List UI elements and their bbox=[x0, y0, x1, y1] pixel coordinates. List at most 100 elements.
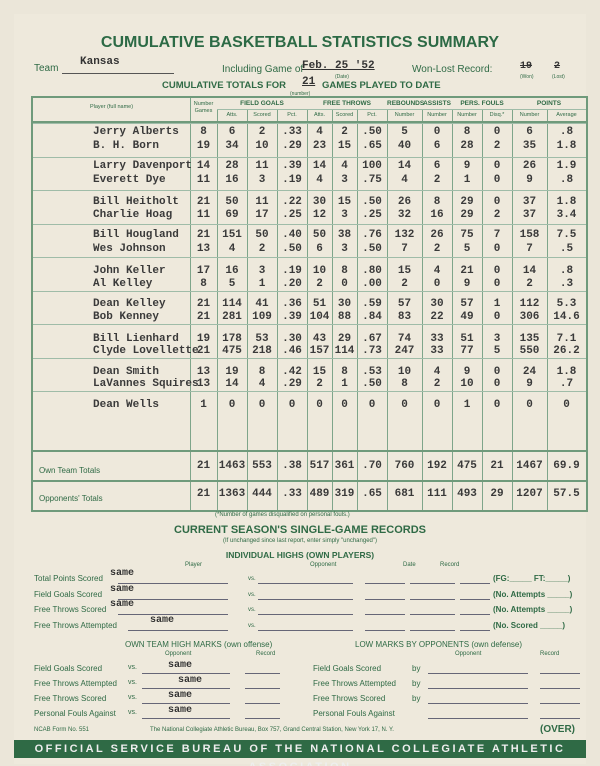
stat-cell: .25 bbox=[362, 209, 382, 221]
record-line bbox=[540, 688, 580, 689]
stat-cell: 5 bbox=[463, 243, 471, 255]
stat-cell: 0 bbox=[433, 126, 441, 138]
stat-cell: 319 bbox=[334, 488, 355, 500]
stat-cell: 3 bbox=[258, 265, 266, 277]
stat-cell: .3 bbox=[559, 278, 574, 290]
stat-cell: 21 bbox=[196, 488, 211, 500]
stat-cell: 15 bbox=[312, 366, 327, 378]
team-name: Kansas bbox=[80, 56, 120, 68]
col-date: Date bbox=[403, 562, 416, 568]
stat-cell: 132 bbox=[394, 229, 415, 241]
stat-cell: 4 bbox=[433, 265, 441, 277]
record-label: Free Throws Scored bbox=[34, 605, 107, 614]
stat-cell: 11 bbox=[196, 174, 211, 186]
column-header: Pct. bbox=[287, 112, 297, 118]
stat-cell: 15 bbox=[397, 265, 412, 277]
stat-cell: 493 bbox=[457, 488, 477, 500]
stat-cell: 6 bbox=[228, 126, 236, 138]
opponent-line bbox=[428, 703, 528, 704]
stat-cell: 28 bbox=[225, 160, 239, 172]
by-label: by bbox=[412, 664, 421, 673]
stat-cell: 3 bbox=[341, 243, 348, 255]
stat-cell: 7 bbox=[493, 229, 501, 241]
stat-cell: 13 bbox=[196, 378, 211, 390]
record-line bbox=[245, 703, 280, 704]
team-mark-label: Field Goals Scored bbox=[34, 664, 103, 673]
player-name: Charlie Hoag bbox=[93, 209, 173, 221]
record-extra: (No. Scored _____) bbox=[493, 620, 566, 630]
stat-cell: 2 bbox=[493, 140, 501, 152]
column-rule bbox=[387, 109, 388, 510]
stat-cell: 0 bbox=[563, 399, 570, 411]
stat-cell: 0 bbox=[401, 399, 408, 411]
column-rule bbox=[422, 109, 423, 510]
stat-cell: 16 bbox=[225, 265, 239, 277]
games-count: 21 bbox=[302, 76, 316, 88]
low-mark-label: Personal Fouls Against bbox=[313, 709, 395, 718]
player-name: Jerry Alberts bbox=[93, 126, 179, 138]
team-mark-label: Free Throws Attempted bbox=[34, 679, 117, 688]
stat-cell: 41 bbox=[255, 298, 269, 310]
stat-cell: 8 bbox=[258, 366, 266, 378]
paper bbox=[14, 14, 586, 764]
stat-cell: 6 bbox=[316, 243, 323, 255]
player-name: John Keller bbox=[93, 265, 166, 277]
record-line bbox=[460, 629, 490, 631]
stat-cell: 517 bbox=[309, 460, 330, 472]
stat-cell: 14 bbox=[312, 160, 327, 172]
player-line bbox=[118, 583, 228, 584]
player-line bbox=[128, 629, 228, 631]
stat-cell: 21 bbox=[196, 196, 211, 208]
stat-cell: 1467 bbox=[516, 460, 543, 472]
stat-cell: 19 bbox=[196, 140, 211, 152]
totals-label: Own Team Totals bbox=[39, 466, 101, 475]
column-header: Atts. bbox=[226, 112, 238, 118]
record-extra: (FG:_____ FT:_____) bbox=[493, 574, 571, 583]
stat-cell: 114 bbox=[222, 298, 242, 310]
stat-cell: 29 bbox=[490, 488, 504, 500]
col-player: Player bbox=[185, 562, 203, 568]
stat-cell: .00 bbox=[362, 278, 382, 290]
row-rule bbox=[33, 156, 586, 158]
low-mark-label: Free Throws Scored bbox=[313, 694, 386, 703]
date-line-2 bbox=[410, 598, 455, 600]
col-opponent: Opponent bbox=[310, 562, 337, 568]
stat-cell: 9 bbox=[526, 378, 533, 390]
stat-cell: 0 bbox=[433, 399, 441, 411]
stat-cell: 50 bbox=[255, 229, 269, 241]
stat-cell: 9 bbox=[463, 366, 471, 378]
stat-cell: 7.1 bbox=[556, 333, 577, 345]
stat-cell: 7.5 bbox=[556, 229, 577, 241]
group-header: ASSISTS bbox=[423, 100, 451, 107]
stat-cell: 3.4 bbox=[556, 209, 577, 221]
stat-cell: 23 bbox=[312, 140, 327, 152]
stat-cell: 13 bbox=[196, 366, 211, 378]
stat-cell: .76 bbox=[362, 229, 382, 241]
stat-cell: 306 bbox=[519, 311, 540, 323]
stat-cell: 57 bbox=[460, 298, 474, 310]
stat-cell: .65 bbox=[362, 488, 382, 500]
team-line bbox=[62, 73, 174, 74]
column-header: Scored bbox=[335, 112, 354, 118]
player-line bbox=[118, 614, 228, 615]
stat-cell: .20 bbox=[282, 278, 302, 290]
stat-cell: 3 bbox=[258, 174, 266, 186]
stat-cell: 0 bbox=[341, 278, 348, 290]
stat-cell: 9 bbox=[463, 160, 471, 172]
stat-cell: 0 bbox=[493, 196, 501, 208]
stat-cell: 14 bbox=[522, 265, 537, 277]
vs-label: vs. bbox=[248, 622, 256, 629]
record-line bbox=[540, 673, 580, 674]
stat-cell: 104 bbox=[309, 311, 330, 323]
stat-cell: 2 bbox=[316, 378, 323, 390]
record-line bbox=[540, 703, 580, 704]
record-value: same bbox=[150, 614, 175, 626]
player-name: Dean Wells bbox=[93, 399, 160, 411]
stat-cell: 1.8 bbox=[556, 196, 577, 208]
player-name: Clyde Lovellette bbox=[93, 345, 199, 357]
date-line-2 bbox=[410, 583, 455, 584]
row-rule bbox=[33, 223, 586, 225]
stat-cell: 5 bbox=[228, 278, 236, 290]
stat-cell: 1 bbox=[341, 378, 348, 390]
stat-cell: .29 bbox=[282, 378, 302, 390]
